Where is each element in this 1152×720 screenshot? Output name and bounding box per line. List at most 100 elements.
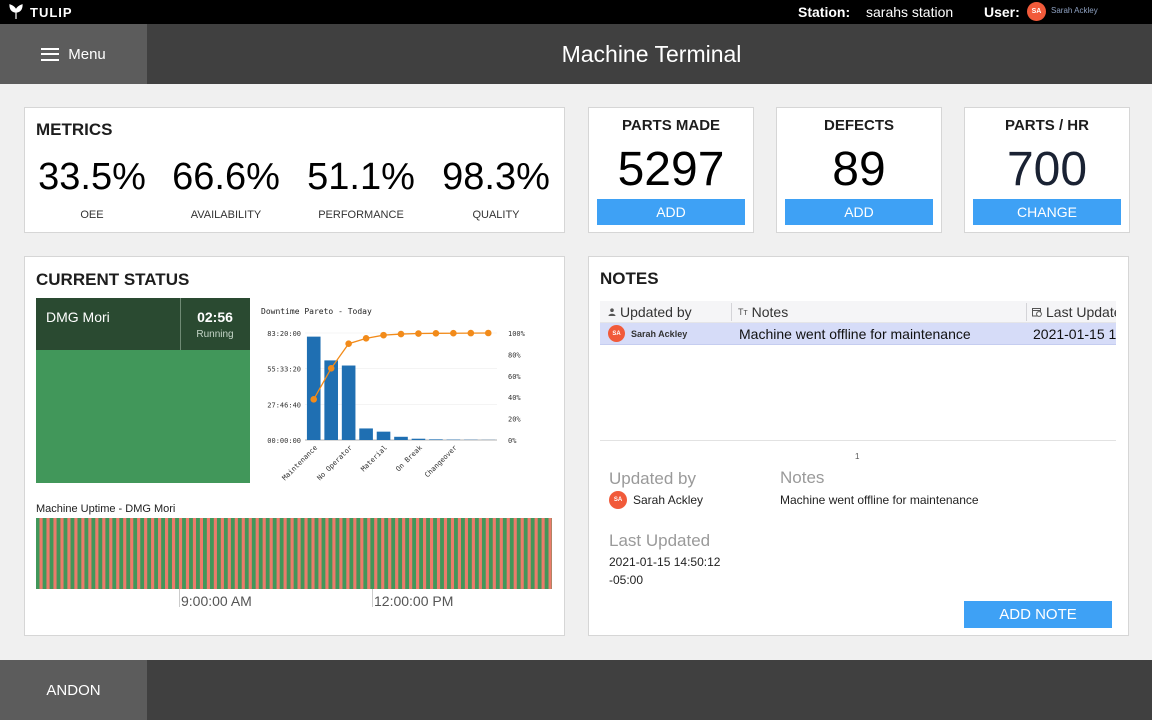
top-bar: TULIP Station: sarahs station User: SA S…: [0, 0, 1152, 24]
uptime-segment: [457, 518, 462, 589]
divider: [180, 298, 181, 350]
uptime-segment: [185, 518, 190, 589]
cumulative-point: [415, 330, 422, 337]
x-tick-label: Changeover: [423, 444, 458, 479]
uptime-segment: [220, 518, 224, 589]
uptime-segment: [388, 518, 392, 589]
machine-state-color: [36, 350, 250, 483]
menu-button[interactable]: Menu: [0, 24, 147, 84]
machine-state: Running: [196, 329, 234, 340]
tulip-icon: [9, 4, 23, 19]
defects-card: DEFECTS 89 ADD: [776, 107, 942, 233]
uptime-segment: [513, 518, 517, 589]
cumulative-point: [432, 330, 440, 337]
uptime-segment: [395, 518, 399, 589]
avatar: SA: [608, 325, 625, 342]
machine-time: 02:56: [197, 309, 233, 325]
counter-title: DEFECTS: [823, 117, 894, 134]
counter-value: 89: [832, 143, 886, 196]
column-updated-by[interactable]: Updated by: [608, 304, 692, 320]
downtime-pareto-chart: Downtime Pareto - Today 00:00:00 27:46:40 5…: [261, 307, 526, 482]
uptime-segment: [353, 518, 357, 589]
cumulative-point: [380, 331, 387, 339]
row-user: Sarah Ackley: [631, 329, 688, 339]
uptime-segment: [144, 518, 148, 589]
current-status-card: CURRENT STATUS DMG Mori 02:56 Running Do…: [24, 256, 565, 636]
uptime-segment: [74, 518, 78, 589]
detail-updated-by: Sarah Ackley: [633, 493, 704, 507]
uptime-segment: [520, 518, 524, 589]
uptime-segment: [241, 518, 245, 589]
uptime-segment: [213, 518, 217, 589]
uptime-segment: [123, 518, 127, 589]
uptime-segment: [297, 518, 301, 589]
uptime-segment: [192, 518, 197, 589]
change-rate-button[interactable]: CHANGE: [973, 199, 1121, 225]
table-row[interactable]: SA Sarah Ackley Machine went offline for…: [600, 323, 1116, 345]
status-title: CURRENT STATUS: [36, 270, 190, 289]
uptime-segment: [102, 518, 106, 589]
pareto-bar: [429, 439, 443, 440]
user-avatar[interactable]: SA: [1027, 2, 1046, 21]
uptime-segment: [478, 518, 482, 589]
add-defect-button[interactable]: ADD: [785, 199, 933, 225]
tulip-logo: TULIP: [8, 3, 73, 21]
y2-tick-label: 0%: [508, 437, 517, 445]
uptime-segment: [276, 518, 280, 589]
metric-value: 98.3%: [442, 156, 550, 198]
uptime-segment: [137, 518, 141, 589]
uptime-segment: [95, 518, 99, 589]
uptime-segment: [534, 518, 538, 589]
page-number[interactable]: 1: [855, 452, 860, 461]
avatar: SA: [609, 491, 627, 509]
uptime-segment: [262, 518, 266, 589]
add-note-button[interactable]: ADD NOTE: [964, 601, 1112, 628]
cumulative-point: [362, 335, 370, 342]
uptime-segment: [548, 518, 552, 589]
uptime-segment: [325, 518, 329, 589]
uptime-segment: [165, 518, 169, 589]
cumulative-point: [450, 329, 457, 337]
detail-notes: Machine went offline for maintenance: [780, 493, 979, 507]
uptime-segment: [227, 518, 231, 589]
uptime-segment: [290, 518, 294, 589]
cumulative-point: [345, 340, 352, 347]
uptime-segment: [464, 518, 468, 589]
uptime-segment: [381, 518, 385, 589]
uptime-segment: [423, 518, 427, 589]
metric-label: OEE: [80, 209, 104, 221]
uptime-segment: [178, 518, 183, 589]
counter-value: 5297: [617, 143, 725, 196]
uptime-segment: [234, 518, 238, 589]
uptime-segment: [311, 518, 315, 589]
uptime-segment: [255, 518, 259, 589]
y-tick-label: 55:33:20: [267, 366, 301, 374]
uptime-segment: [367, 518, 371, 589]
uptime-segment: [541, 518, 545, 589]
x-tick-label: On Break: [394, 443, 424, 473]
column-last-updated[interactable]: Last Updated: [1032, 304, 1116, 320]
uptime-segment: [485, 518, 489, 589]
pareto-bar: [376, 431, 391, 440]
machine-name: DMG Mori: [46, 309, 110, 325]
uptime-segment: [283, 518, 287, 589]
metric-value: 51.1%: [307, 156, 415, 198]
column-notes[interactable]: Tт Notes: [738, 304, 789, 320]
add-parts-button[interactable]: ADD: [597, 199, 745, 225]
metric-label: AVAILABILITY: [190, 209, 262, 221]
detail-notes-label: Notes: [780, 468, 825, 487]
divider: [731, 303, 732, 321]
andon-button[interactable]: ANDON: [0, 660, 147, 720]
cumulative-point: [327, 365, 335, 372]
uptime-segment: [46, 518, 50, 589]
uptime-segment: [416, 518, 420, 589]
uptime-segment: [39, 518, 43, 589]
machine-status-header[interactable]: DMG Mori 02:56 Running: [36, 298, 250, 350]
user-name[interactable]: Sarah Ackley: [1051, 6, 1098, 15]
hamburger-icon: [41, 47, 60, 61]
uptime-segment: [506, 518, 510, 589]
x-tick-label: Material: [359, 444, 388, 473]
tick-line: [372, 589, 373, 607]
x-tick-label: Maintenance: [281, 444, 319, 482]
uptime-segment: [374, 518, 378, 589]
